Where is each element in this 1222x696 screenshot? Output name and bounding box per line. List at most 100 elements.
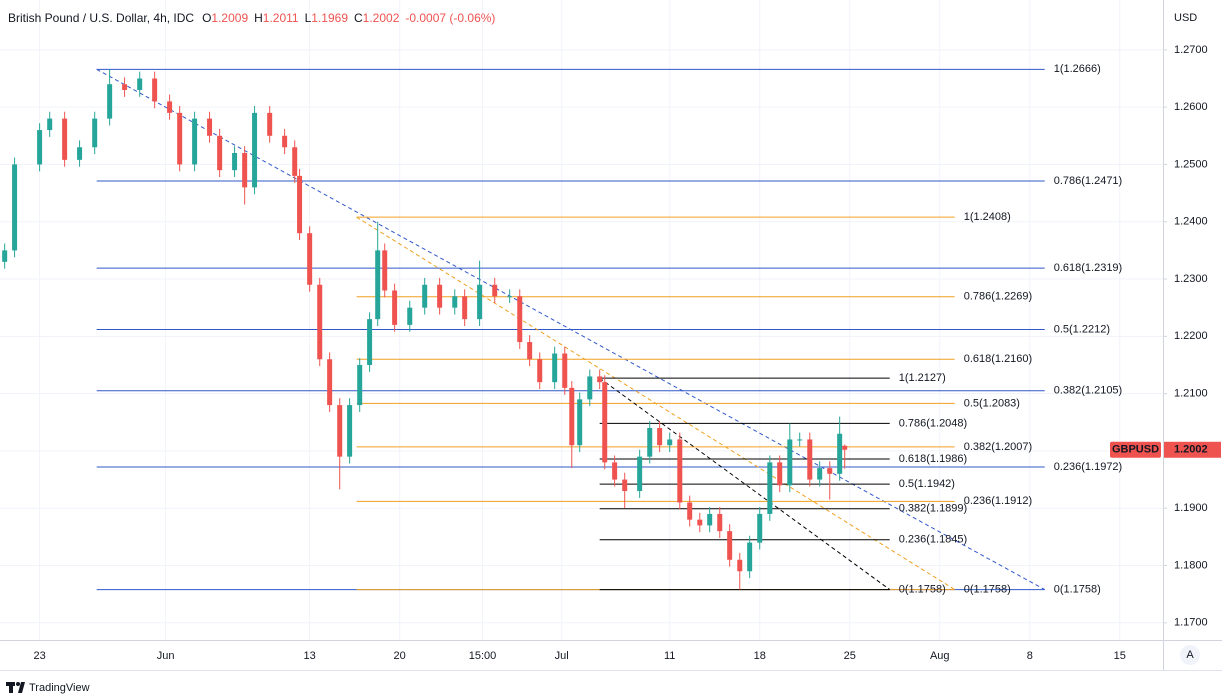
y-tick-label: 1.2300 <box>1174 273 1208 285</box>
candle-body <box>657 428 663 446</box>
fib-label: 0(1.1758) <box>899 583 946 595</box>
candle-body <box>375 250 381 320</box>
x-tick-label: Jul <box>555 650 569 662</box>
price-tag-label: 1.2002 <box>1174 444 1208 456</box>
fib-label: 1(1.2408) <box>964 211 1011 223</box>
candle-body <box>492 284 498 297</box>
logo-mark <box>18 682 25 693</box>
candle-body <box>297 175 303 234</box>
y-tick-label: 1.2400 <box>1174 216 1208 228</box>
fib-label: 0.5(1.1942) <box>899 478 955 490</box>
candle-body <box>477 284 483 320</box>
candle-body <box>12 164 18 251</box>
candle-body <box>717 513 723 532</box>
x-tick-label: 25 <box>844 650 856 662</box>
candle-body <box>787 439 793 486</box>
currency-label: USD <box>1174 12 1197 24</box>
x-tick-label: 13 <box>304 650 316 662</box>
chart-header: British Pound / U.S. Dollar, 4h, IDC O1.2… <box>8 11 495 25</box>
fib-label: 0.5(1.2083) <box>964 397 1020 409</box>
candle-body <box>232 152 238 171</box>
candle-body <box>817 468 823 480</box>
candle-body <box>587 376 593 400</box>
x-tick-label: 15:00 <box>469 650 497 662</box>
low-value: 1.1969 <box>311 11 348 25</box>
x-tick-label: Jun <box>157 650 175 662</box>
grid <box>0 0 1163 640</box>
logo: TradingView <box>6 682 90 694</box>
auto-scale-button[interactable] <box>1180 645 1200 665</box>
candle-body <box>137 78 143 90</box>
candle-body <box>507 296 513 298</box>
candle-body <box>327 359 333 406</box>
candle-body <box>192 118 198 165</box>
candle-body <box>637 456 643 492</box>
close-prefix: C <box>354 11 363 25</box>
x-tick-label: 18 <box>754 650 766 662</box>
candle-body <box>747 542 753 572</box>
x-tick-label: 8 <box>1027 650 1033 662</box>
candle-body <box>422 284 428 308</box>
candle-body <box>77 147 83 160</box>
candle-body <box>737 559 743 572</box>
candle-body <box>47 118 53 131</box>
candle-body <box>382 250 388 291</box>
candle-body <box>727 531 733 560</box>
symbol-tag <box>1110 441 1161 458</box>
candle-body <box>537 359 543 383</box>
candle-body <box>107 84 113 119</box>
price-tag <box>1164 441 1221 458</box>
fib-label: 1(1.2127) <box>899 372 946 384</box>
candle-body <box>757 513 763 543</box>
candle-body <box>807 439 813 480</box>
candle-body <box>437 284 443 308</box>
candle-body <box>337 405 343 457</box>
low-prefix: L <box>305 11 312 25</box>
fib-label: 0(1.1758) <box>964 583 1011 595</box>
high-prefix: H <box>254 11 263 25</box>
fib-trend-line <box>96 68 1045 591</box>
fib-label: 0.618(1.2319) <box>1054 262 1123 274</box>
fib-label: 0.618(1.1986) <box>899 453 968 465</box>
open-prefix: O <box>202 11 211 25</box>
fib-label: 0.786(1.2048) <box>899 417 968 429</box>
x-tick-label: 20 <box>394 650 406 662</box>
candle-body <box>767 462 773 514</box>
fib-label: 0.236(1.1912) <box>964 495 1032 507</box>
logo-mark <box>9 682 13 693</box>
candle-body <box>317 284 323 360</box>
candle-body <box>612 462 618 480</box>
candle-body <box>837 433 843 474</box>
y-tick-label: 1.1800 <box>1174 559 1208 571</box>
candle-body <box>667 439 673 446</box>
fib-label: 1(1.2666) <box>1054 63 1101 75</box>
candle-body <box>842 445 848 450</box>
fib-label: 0.236(1.1972) <box>1054 461 1123 473</box>
auto-scale-label[interactable]: A <box>1186 649 1194 661</box>
candle-body <box>647 428 653 457</box>
candle-body <box>282 135 288 148</box>
candle-body <box>367 319 373 365</box>
candle-body <box>392 290 398 325</box>
x-tick-label: 15 <box>1114 650 1126 662</box>
candle-body <box>562 353 568 388</box>
fib-label: 0(1.1758) <box>1054 583 1101 595</box>
candle-body <box>677 439 683 503</box>
change: -0.0007 (-0.06%) <box>405 11 495 25</box>
candle-body <box>177 112 183 165</box>
candle-body <box>217 135 223 171</box>
candle-body <box>517 296 523 343</box>
fib-trend-line <box>599 377 891 590</box>
candle-body <box>252 112 258 188</box>
symbol-tag-label: GBPUSD <box>1112 444 1159 456</box>
candle-body <box>697 519 703 526</box>
candle-body <box>597 376 603 383</box>
high-value: 1.2011 <box>263 11 299 25</box>
candle-body <box>777 462 783 486</box>
candle-body <box>307 233 313 285</box>
y-tick-label: 1.1900 <box>1174 502 1208 514</box>
candle-body <box>407 307 413 325</box>
candle-body <box>167 101 173 113</box>
